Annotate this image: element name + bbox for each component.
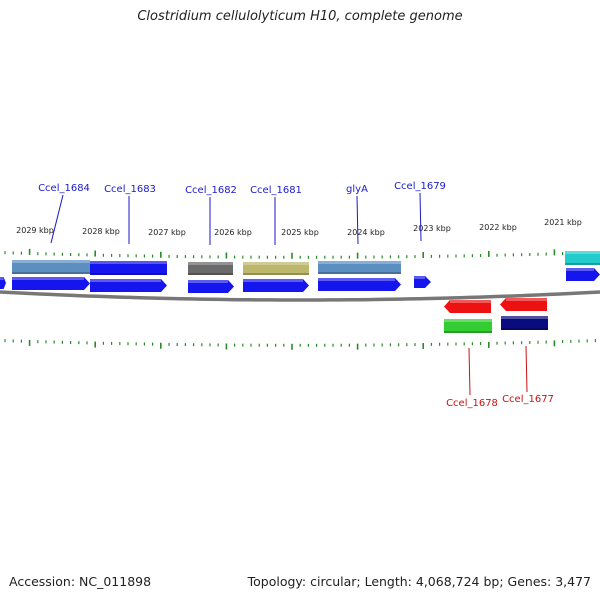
gene-arrow-ccel-1683 bbox=[90, 279, 167, 292]
cog-box-glya bbox=[318, 261, 401, 274]
cog-box-ccel-1681-highlight bbox=[243, 262, 309, 265]
label-line-ccel-1679 bbox=[419, 192, 422, 242]
cog-box-ccel-1684-highlight bbox=[12, 260, 90, 263]
cog-box-edge bbox=[565, 251, 600, 265]
kbp-label: 2028 kbp bbox=[82, 227, 120, 236]
gene-label-ccel-1678: Ccel_1678 bbox=[446, 398, 498, 409]
kbp-label: 2027 kbp bbox=[148, 228, 186, 237]
kbp-label: 2022 kbp bbox=[479, 223, 517, 232]
cog-box-ccel-1683-shadow bbox=[90, 273, 167, 275]
gene-arrow-ccel-1683-highlight bbox=[90, 279, 161, 282]
map-title: Clostridium cellulolyticum H10, complete… bbox=[137, 9, 463, 24]
topology-text: Topology: circular; Length: 4,068,724 bp… bbox=[247, 574, 591, 589]
kbp-label: 2024 kbp bbox=[347, 228, 385, 237]
gene-arrow-ccel-1681-highlight bbox=[243, 279, 303, 282]
gene-arrow-glya-highlight bbox=[318, 278, 395, 281]
cog-box-ccel-1677-highlight bbox=[501, 316, 548, 319]
cog-box-ccel-1682-shadow bbox=[188, 273, 233, 275]
cog-box-ccel-1684-shadow bbox=[12, 272, 90, 274]
cog-box-ccel-1682-highlight bbox=[188, 262, 233, 265]
label-line-ccel-1678 bbox=[468, 347, 471, 396]
label-line-ccel-1684 bbox=[50, 194, 64, 244]
gene-arrow-ccel-1677 bbox=[500, 298, 547, 311]
kbp-label: 2023 kbp bbox=[413, 224, 451, 233]
gene-label-ccel-1682: Ccel_1682 bbox=[185, 185, 237, 196]
cog-box-edge-highlight bbox=[565, 251, 600, 254]
gene-arrow-ccel-1677-highlight bbox=[506, 298, 547, 301]
label-line-glya bbox=[356, 195, 359, 245]
gene-arrow-ccel-1684 bbox=[12, 277, 90, 290]
gene-tracks bbox=[0, 251, 600, 333]
gene-arrow-glya bbox=[318, 278, 401, 291]
gene-label-ccel-1679: Ccel_1679 bbox=[394, 181, 446, 192]
cog-box-ccel-1678-highlight bbox=[444, 319, 492, 322]
accession-text: Accession: NC_011898 bbox=[9, 574, 152, 589]
gene-arrow-ccel-1679 bbox=[414, 276, 431, 288]
gene-label-glya: glyA bbox=[346, 184, 368, 195]
gene-labels: 2029 kbp 2028 kbp 2027 kbp 2026 kbp 2025 kbp… bbox=[16, 181, 582, 409]
cog-box-ccel-1678-shadow bbox=[444, 331, 492, 333]
gene-label-ccel-1677: Ccel_1677 bbox=[502, 394, 554, 405]
cog-box-glya-shadow bbox=[318, 272, 401, 274]
gene-label-ccel-1684: Ccel_1684 bbox=[38, 183, 90, 194]
backbone-line bbox=[0, 290, 600, 302]
gene-arrow-ccel-1681 bbox=[243, 279, 309, 292]
gene-label-ccel-1681: Ccel_1681 bbox=[250, 185, 302, 196]
kbp-label: 2025 kbp bbox=[281, 228, 319, 237]
cog-box-edge-shadow bbox=[565, 263, 600, 265]
gene-arrow-ccel-1682-highlight bbox=[188, 280, 228, 283]
cog-box-ccel-1678 bbox=[444, 319, 492, 333]
kbp-label: 2029 kbp bbox=[16, 226, 54, 235]
gene-arrow-ccel-1682 bbox=[188, 280, 234, 293]
gene-arrow-ccel-1678 bbox=[444, 300, 491, 313]
gene-arrow-ccel-1678-highlight bbox=[450, 300, 491, 303]
cog-box-glya-highlight bbox=[318, 261, 401, 264]
cog-box-ccel-1683-highlight bbox=[90, 261, 167, 264]
cog-box-ccel-1677-shadow bbox=[501, 328, 548, 330]
cog-box-ccel-1681-shadow bbox=[243, 273, 309, 275]
kbp-label: 2021 kbp bbox=[544, 218, 582, 227]
cog-box-ccel-1682 bbox=[188, 262, 233, 275]
gene-arrow-edge-left bbox=[0, 277, 6, 289]
cog-box-ccel-1681 bbox=[243, 262, 309, 275]
kbp-label: 2026 kbp bbox=[214, 228, 252, 237]
cog-box-ccel-1677 bbox=[501, 316, 548, 330]
gene-arrow-edge-right-highlight bbox=[566, 268, 594, 271]
gene-arrow-ccel-1684-highlight bbox=[12, 277, 84, 280]
cog-box-ccel-1684 bbox=[12, 260, 90, 274]
cog-box-ccel-1683 bbox=[90, 261, 167, 275]
gene-label-ccel-1683: Ccel_1683 bbox=[104, 184, 156, 195]
gene-arrow-edge-right bbox=[566, 268, 600, 281]
gene-arrow-edge-left-highlight bbox=[0, 277, 4, 280]
label-line-ccel-1677 bbox=[525, 345, 528, 393]
gene-arrow-ccel-1679-highlight bbox=[414, 276, 425, 279]
